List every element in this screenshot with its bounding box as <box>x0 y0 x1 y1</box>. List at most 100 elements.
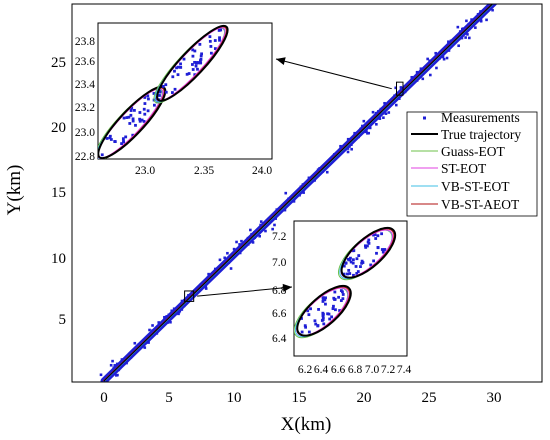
inset-measurement <box>380 248 384 251</box>
inset-measurement <box>122 116 126 120</box>
y-tick-label: 15 <box>51 185 66 201</box>
inset-measurement <box>306 309 310 313</box>
measurement-point <box>259 223 262 227</box>
inset-measurement <box>372 259 376 263</box>
x-tick-label: 25 <box>422 390 437 406</box>
measurement-point <box>456 25 460 29</box>
measurement-point <box>417 76 421 80</box>
measurement-point <box>374 111 378 115</box>
inset-measurement <box>173 87 177 91</box>
measurement-point <box>214 273 218 276</box>
measurement-point <box>479 10 482 13</box>
measurement-point <box>273 223 276 227</box>
measurement-point <box>394 103 398 107</box>
inset-measurement <box>171 75 175 79</box>
inset-measurement <box>359 265 362 269</box>
inset-measurement <box>337 295 341 299</box>
measurement-point <box>419 67 423 71</box>
inset-measurement <box>375 251 378 255</box>
inset-measurement <box>346 272 349 276</box>
inset-measurement <box>356 270 360 273</box>
inset-measurement <box>152 92 156 95</box>
measurement-point <box>421 68 425 71</box>
measurement-point <box>180 299 184 303</box>
measurement-point <box>350 147 353 151</box>
inset-measurement <box>342 272 346 276</box>
inset-measurement <box>341 290 344 294</box>
measurement-point <box>441 55 445 59</box>
inset-measurement <box>218 36 221 40</box>
inset-measurement <box>128 122 132 125</box>
measurement-point <box>442 57 446 61</box>
inset-measurement <box>138 111 142 114</box>
inset-measurement <box>140 118 144 122</box>
inset-measurement <box>199 59 202 63</box>
measurement-point <box>410 75 414 79</box>
inset-measurement <box>164 83 168 87</box>
inset-measurement <box>171 91 174 94</box>
measurement-point <box>204 285 208 289</box>
measurement-point <box>301 183 305 186</box>
measurement-point <box>307 176 311 180</box>
measurement-point <box>165 315 168 318</box>
inset-measurement <box>376 234 380 238</box>
measurement-point <box>387 111 391 114</box>
inset-upper-y-tick: 22.8 <box>75 151 95 163</box>
inset-measurement <box>213 47 217 50</box>
inset-measurement <box>143 102 147 105</box>
inset-measurement <box>146 94 150 98</box>
measurement-point <box>207 272 210 276</box>
measurement-point <box>275 208 279 211</box>
measurement-point <box>465 19 468 23</box>
y-tick-label: 20 <box>51 120 66 136</box>
measurement-point <box>403 90 407 94</box>
measurement-point <box>373 114 377 118</box>
measurement-point <box>446 47 449 51</box>
measurement-point <box>474 26 477 29</box>
measurement-point <box>491 8 494 12</box>
measurement-point <box>445 56 449 60</box>
measurement-point <box>369 118 373 122</box>
inset-measurement <box>146 109 150 113</box>
y-tick-label: 5 <box>59 312 67 328</box>
inset-measurement <box>129 113 133 117</box>
inset-measurement <box>187 72 191 75</box>
measurement-point <box>240 239 243 243</box>
legend-label: Guass-EOT <box>441 144 505 159</box>
measurement-point <box>367 131 371 135</box>
measurement-point <box>316 168 320 171</box>
measurement-point <box>271 227 274 231</box>
measurement-point <box>178 309 182 313</box>
inset-measurement <box>341 293 345 296</box>
inset-measurement <box>321 316 325 320</box>
inset-measurement <box>339 299 343 302</box>
x-tick-label: 15 <box>292 390 307 406</box>
measurement-point <box>99 373 103 377</box>
inset-measurement <box>147 97 150 101</box>
arrow-head <box>282 283 292 292</box>
inset-measurement <box>196 61 200 65</box>
legend-label: Measurements <box>441 110 520 125</box>
measurement-point <box>365 130 368 133</box>
inset-measurement <box>179 66 183 69</box>
measurement-point <box>393 94 396 98</box>
inset-measurement <box>360 261 364 265</box>
legend-marker-measurements <box>423 116 426 120</box>
inset-measurement <box>120 142 123 146</box>
inset-measurement <box>143 96 147 99</box>
x-tick-label: 20 <box>357 390 372 406</box>
measurement-point <box>267 217 270 221</box>
inset-measurement <box>196 67 199 71</box>
inset-measurement <box>324 296 327 300</box>
inset-measurement <box>138 119 142 123</box>
inset-measurement <box>380 232 384 236</box>
measurement-point <box>229 267 233 270</box>
measurement-point <box>326 164 329 167</box>
measurement-point <box>479 19 483 23</box>
measurement-point <box>325 170 329 174</box>
extent-ellipse <box>340 226 397 279</box>
inset-measurement <box>194 64 198 68</box>
estimate-track <box>104 4 494 382</box>
inset-measurement <box>209 45 213 48</box>
measurement-point <box>403 85 407 89</box>
